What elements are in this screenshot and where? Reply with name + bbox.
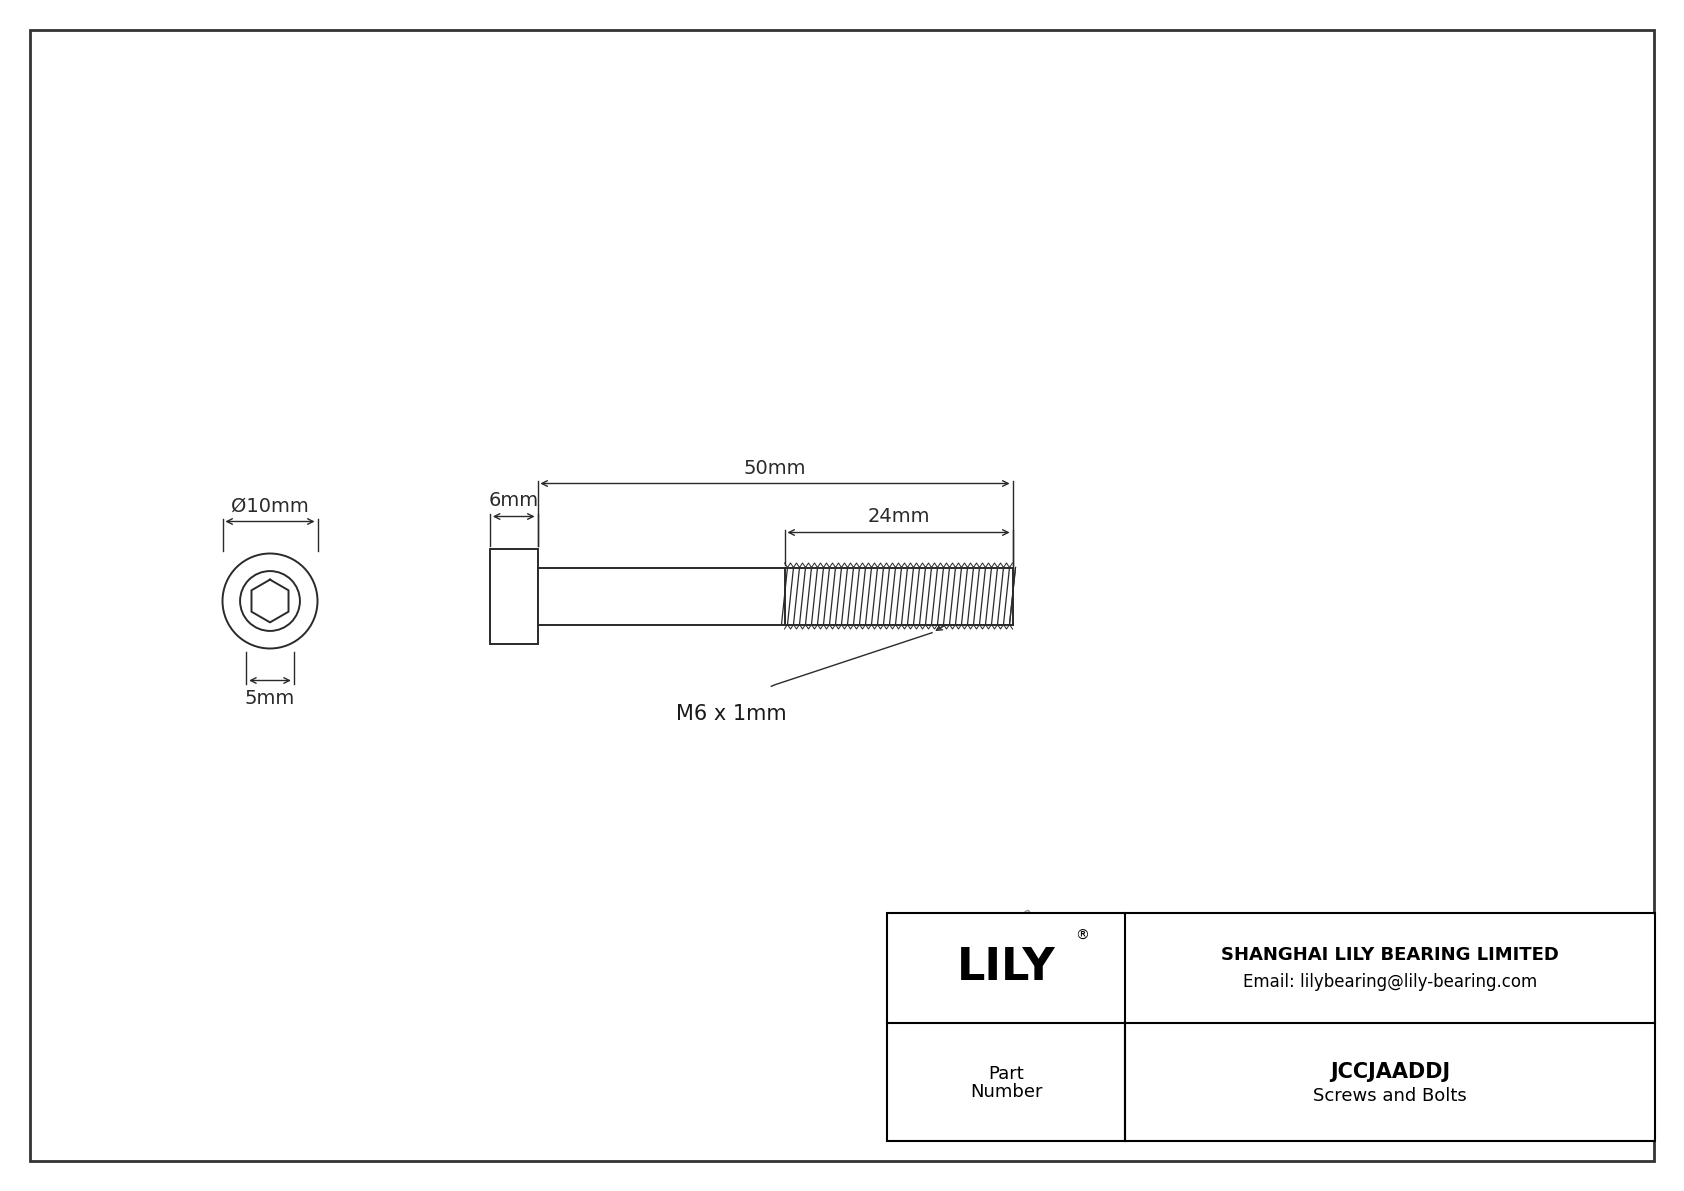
Text: JCCJAADDJ: JCCJAADDJ <box>1330 1062 1450 1081</box>
Text: LILY: LILY <box>957 947 1056 990</box>
Text: ®: ® <box>1074 929 1090 942</box>
Polygon shape <box>1022 919 1295 1073</box>
Text: 24mm: 24mm <box>867 507 930 526</box>
Text: Number: Number <box>970 1083 1042 1100</box>
Bar <box>490 549 537 643</box>
Text: M6 x 1mm: M6 x 1mm <box>675 705 786 724</box>
Text: 6mm: 6mm <box>488 492 539 511</box>
Bar <box>887 913 1655 1141</box>
Text: Part: Part <box>989 1065 1024 1083</box>
Bar <box>537 567 785 624</box>
Polygon shape <box>1015 916 1297 1086</box>
Text: Email: lilybearing@lily-bearing.com: Email: lilybearing@lily-bearing.com <box>1243 973 1537 991</box>
Ellipse shape <box>1017 921 1022 929</box>
Text: 50mm: 50mm <box>744 459 807 478</box>
Text: Ø10mm: Ø10mm <box>231 497 308 516</box>
Text: Screws and Bolts: Screws and Bolts <box>1314 1087 1467 1105</box>
Polygon shape <box>1012 911 1046 950</box>
Ellipse shape <box>1010 910 1029 942</box>
Text: 5mm: 5mm <box>244 688 295 707</box>
Text: SHANGHAI LILY BEARING LIMITED: SHANGHAI LILY BEARING LIMITED <box>1221 946 1559 964</box>
